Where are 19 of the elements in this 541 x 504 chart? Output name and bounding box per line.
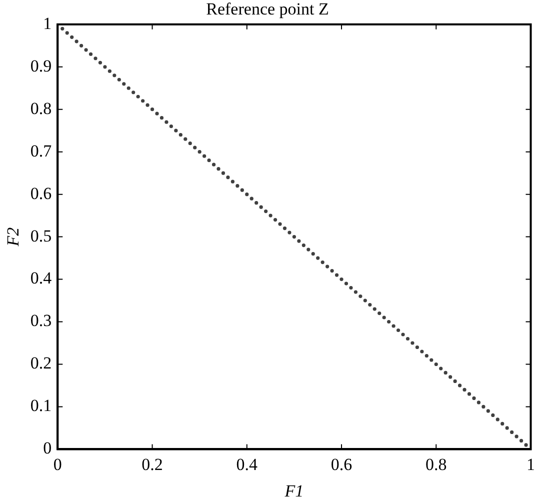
x-tick-label: 0.6 [330, 454, 352, 474]
x-tick-label: 0.8 [426, 454, 447, 474]
y-tick-label: 0.3 [30, 311, 52, 330]
y-tick-label: 0.5 [30, 226, 52, 246]
y-tick-label: 0.7 [30, 141, 52, 160]
y-tick-label: 0.1 [30, 396, 52, 416]
chart-title: Reference point Z [206, 0, 329, 19]
y-axis-title: F2 [4, 226, 23, 248]
x-tick-label: 1 [526, 454, 535, 474]
y-tick-label: 0.8 [30, 98, 52, 118]
y-tick-label: 0.6 [30, 184, 52, 203]
y-tick-label: 0.9 [30, 56, 52, 76]
y-tick-label: 0.2 [30, 354, 52, 373]
x-axis-title: F1 [284, 481, 304, 500]
y-tick-label: 0 [43, 438, 52, 458]
x-tick-label: 0.4 [236, 454, 258, 474]
y-tick-label: 1 [43, 14, 52, 33]
y-tick-label: 0.4 [30, 268, 52, 288]
x-tick-label: 0.2 [142, 454, 163, 474]
